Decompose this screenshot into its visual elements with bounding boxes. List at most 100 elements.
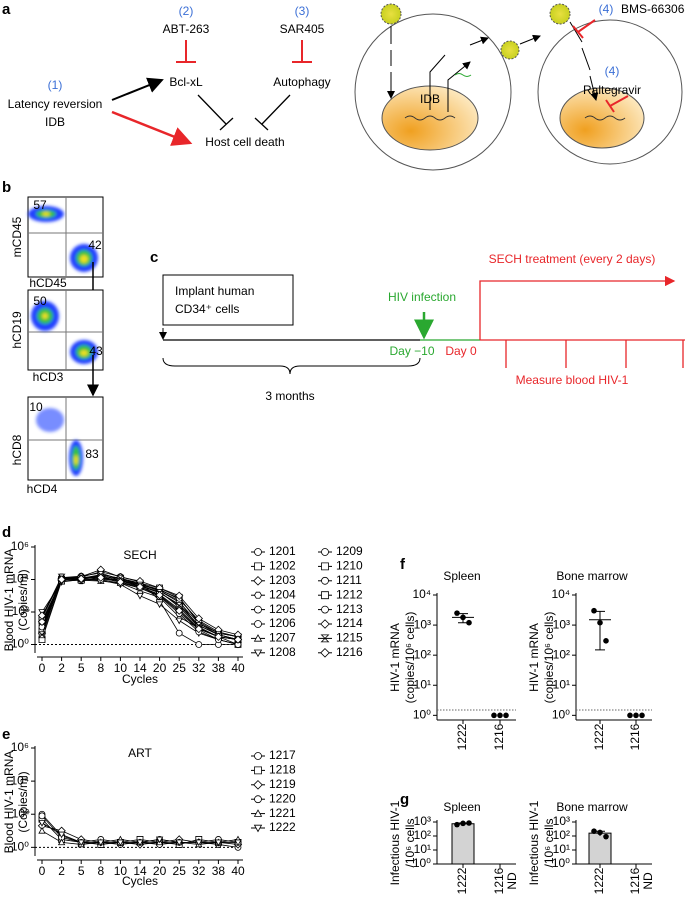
- legend-marker: [253, 824, 263, 833]
- sampling-tick: [505, 340, 684, 368]
- dna: [404, 115, 456, 121]
- legend-label: 1221: [269, 806, 296, 820]
- value-label: ND: [505, 872, 519, 890]
- y-axis-label: Infectious HIV-1: [527, 800, 541, 885]
- legend-marker: [321, 548, 329, 556]
- x-tick-label: 1222: [455, 723, 469, 750]
- x-axis-label: Cycles: [122, 874, 158, 888]
- point: [195, 641, 203, 648]
- label: Host cell death: [205, 135, 284, 149]
- point: [175, 629, 183, 637]
- arrow: [479, 275, 676, 340]
- y-axis-label: Blood HIV-1 mRNA: [2, 549, 16, 652]
- point: [454, 821, 460, 828]
- legend-label: 1207: [269, 631, 296, 645]
- inhibition: [572, 19, 596, 39]
- x-tick-label: 1216: [492, 723, 506, 750]
- legend-label: 1203: [269, 573, 296, 587]
- point: [57, 575, 66, 584]
- point: [96, 573, 105, 582]
- point: [175, 617, 183, 625]
- y-tick-label: 10⁶: [11, 740, 29, 754]
- x-tick-label: 5: [78, 864, 85, 878]
- y-tick-label: 10²: [553, 828, 570, 842]
- x-axis-label: Cycles: [122, 672, 158, 686]
- x-tick-label: 38: [212, 864, 226, 878]
- y-tick-label: 10¹: [553, 677, 570, 691]
- point: [155, 590, 164, 600]
- legend-label: 1202: [269, 559, 296, 573]
- step-label: (4): [605, 64, 620, 78]
- x-tick-label: 40: [231, 864, 245, 878]
- arrow: [111, 110, 193, 146]
- y-tick-label: 10⁴: [412, 587, 431, 601]
- point: [155, 836, 164, 844]
- axis-label: hCD19: [10, 311, 24, 349]
- chart-title: Bone marrow: [556, 800, 628, 814]
- panel-label: b: [2, 179, 11, 196]
- y-tick-label: 10⁰: [11, 840, 29, 854]
- point: [38, 812, 46, 820]
- x-tick-label: 1216: [628, 723, 642, 750]
- point: [460, 614, 466, 621]
- point: [57, 838, 66, 846]
- x-tick-label: 5: [78, 661, 85, 675]
- label: Implant human: [175, 284, 254, 298]
- virus: [549, 3, 571, 25]
- y-axis-label: (Copies/ml): [16, 569, 30, 630]
- legend-label: 1211: [336, 573, 362, 587]
- chart-title: ART: [128, 746, 152, 760]
- label: SECH treatment (every 2 days): [489, 252, 656, 266]
- point: [497, 712, 503, 719]
- x-tick-label: 2: [58, 864, 65, 878]
- x-tick-label: 32: [192, 864, 206, 878]
- axis-label: hCD45: [29, 276, 67, 290]
- y-tick-label: 10¹: [414, 677, 431, 691]
- point: [38, 826, 46, 834]
- x-tick-label: 14: [133, 661, 147, 675]
- x-tick-label: 1222: [592, 867, 606, 894]
- legend-label: 1201: [269, 544, 296, 558]
- nucleus: [559, 87, 645, 149]
- y-tick-label: 10³: [553, 617, 570, 631]
- y-axis-label: (Copies/ml): [16, 771, 30, 832]
- chart-title: Spleen: [443, 569, 480, 583]
- label: Raltegravir: [583, 83, 641, 97]
- step-label: (1): [48, 78, 63, 92]
- legend-label: 1216: [336, 645, 363, 659]
- y-axis-label: Infectious HIV-1: [388, 800, 402, 885]
- point: [603, 833, 609, 840]
- y-tick-label: 10⁴: [10, 572, 29, 586]
- legend-marker: [254, 562, 262, 571]
- point: [454, 610, 460, 616]
- label: SAR405: [280, 22, 325, 36]
- y-tick-label: 10³: [414, 814, 431, 828]
- arrow: [519, 34, 541, 45]
- legend-label: 1206: [269, 616, 296, 630]
- y-tick-label: 10³: [414, 617, 431, 631]
- arrow: [569, 21, 596, 100]
- chart-title: Spleen: [443, 800, 480, 814]
- label: Bcl-xL: [169, 75, 203, 89]
- value-label: ND: [641, 872, 655, 890]
- percentage: 50: [33, 294, 47, 308]
- point: [195, 839, 203, 847]
- label: ABT-263: [163, 22, 210, 36]
- label: Day −10: [389, 344, 434, 358]
- bar: [451, 823, 475, 865]
- label: 3 months: [265, 389, 314, 403]
- point: [603, 638, 609, 644]
- inhibition: [292, 40, 312, 63]
- x-tick-label: 38: [212, 661, 226, 675]
- legend-marker: [253, 634, 263, 642]
- y-tick-label: 10⁴: [10, 773, 29, 787]
- x-tick-label: 0: [39, 864, 46, 878]
- chart-title: Bone marrow: [556, 569, 628, 583]
- y-tick-label: 10²: [553, 647, 570, 661]
- panel-b: 57 42 mCD45 hCD45 50 43 hCD19 hCD3 10 83…: [10, 196, 104, 496]
- legend-label: 1209: [336, 544, 363, 558]
- legend-marker: [254, 752, 262, 760]
- legend-marker: [321, 562, 329, 571]
- point: [38, 631, 46, 639]
- point: [627, 712, 633, 719]
